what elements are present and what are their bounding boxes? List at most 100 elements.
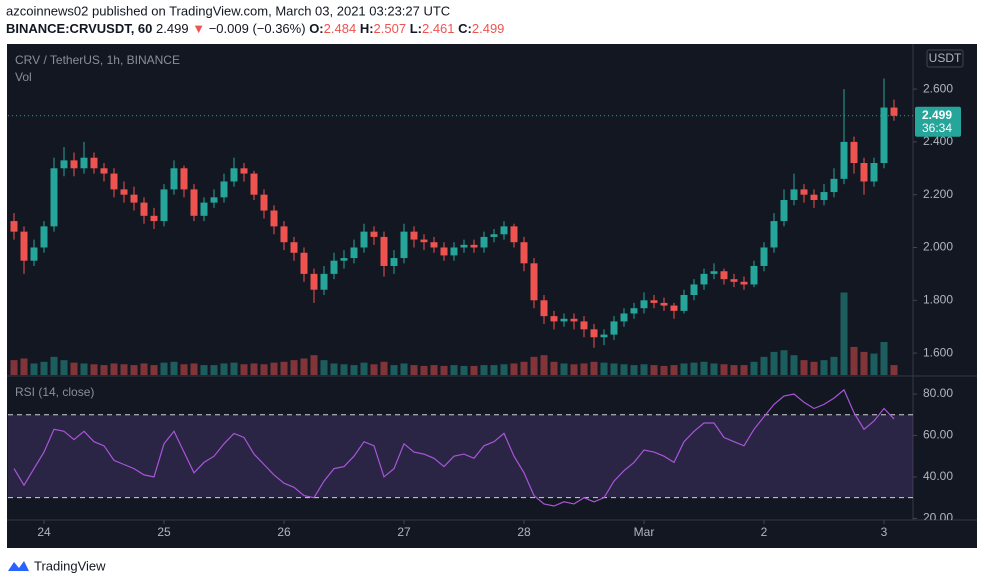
volume-bar (690, 362, 698, 375)
main-legend: CRV / TetherUS, 1h, BINANCE (15, 53, 180, 67)
high-label: H: (360, 21, 374, 36)
volume-bar (390, 365, 398, 375)
volume-bar (840, 292, 848, 375)
candle-body (360, 231, 368, 248)
candle-body (210, 197, 218, 203)
volume-bar (710, 363, 718, 375)
rsi-legend: RSI (14, close) (15, 385, 94, 399)
y-tick-label: 80.00 (923, 386, 953, 400)
volume-bar (160, 362, 168, 375)
candle-body (350, 247, 358, 259)
y-tick-label: 1.600 (923, 345, 953, 359)
volume-bar (820, 360, 828, 375)
candle-body (310, 273, 318, 290)
last-price-box (915, 106, 961, 137)
x-tick-label: 26 (277, 525, 291, 539)
volume-bar (880, 342, 888, 375)
candle-body (250, 173, 258, 195)
volume-bar (750, 361, 758, 375)
volume-bar (810, 361, 818, 375)
symbol-line: BINANCE:CRVUSDT, 60 2.499 ▼ −0.009 (−0.3… (6, 21, 504, 36)
candle-body (450, 247, 458, 256)
volume-bar (470, 365, 478, 375)
volume-bar (850, 346, 858, 375)
volume-bar (340, 364, 348, 375)
candle-body (370, 231, 378, 237)
volume-bar (570, 364, 578, 375)
candle-body (80, 157, 88, 169)
candle-body (730, 279, 738, 282)
candle-body (380, 236, 388, 266)
candle-body (710, 271, 718, 274)
candle-body (770, 221, 778, 248)
volume-bar (510, 363, 518, 375)
volume-bar (580, 363, 588, 375)
x-tick-label: 2 (761, 525, 768, 539)
candle-body (340, 258, 348, 261)
symbol: BINANCE:CRVUSDT, 60 (6, 21, 152, 36)
candle-body (400, 231, 408, 259)
volume-bar (760, 356, 768, 375)
volume-bar (420, 365, 428, 375)
candle-body (830, 178, 838, 193)
unit-box[interactable] (926, 49, 964, 68)
volume-bar (600, 362, 608, 375)
volume-bar (660, 365, 668, 375)
candle-body (560, 318, 568, 322)
volume-bar (630, 365, 638, 375)
y-tick-label: 2.200 (923, 187, 953, 201)
volume-bar (330, 363, 338, 375)
volume-bar (540, 355, 548, 375)
volume-bar (200, 365, 208, 375)
candle-body (860, 163, 868, 182)
candle-body (570, 318, 578, 322)
low-label: L: (410, 21, 422, 36)
candle-body (170, 168, 178, 190)
volume-bar (260, 364, 268, 375)
volume-bar (380, 361, 388, 375)
candle-body (50, 168, 58, 227)
change: −0.009 (−0.36%) (209, 21, 306, 36)
candle-body (680, 295, 688, 311)
volume-bar (800, 360, 808, 375)
volume-bar (290, 360, 298, 375)
candle-body (10, 221, 18, 232)
candle-body (740, 281, 748, 285)
volume-bar (350, 365, 358, 375)
rsi-band (8, 414, 913, 498)
volume-bar (180, 364, 188, 375)
rsi-line (13, 388, 895, 507)
x-tick-label: 24 (37, 525, 51, 539)
volume-bar (480, 365, 488, 375)
volume-bar (130, 365, 138, 375)
candle-body (410, 231, 418, 240)
candle-body (870, 163, 878, 182)
volume-bar (90, 364, 98, 375)
volume-bar (230, 362, 238, 375)
time-axis: 24 25 26 27 28 Mar 2 3 (37, 520, 888, 539)
candle-body (70, 160, 78, 169)
candle-body (890, 107, 898, 116)
candle-body (580, 321, 588, 330)
volume-bar (60, 360, 68, 375)
candle-body (490, 234, 498, 237)
candle-body (160, 189, 168, 222)
candle-body (620, 313, 628, 322)
open-value: 2.484 (324, 21, 357, 36)
candle-body (820, 192, 828, 200)
volume-bar (490, 365, 498, 375)
candle-body (120, 189, 128, 195)
candle-body (440, 247, 448, 256)
volume-bar (430, 365, 438, 375)
volume-bar (680, 363, 688, 375)
volume-bar (80, 363, 88, 375)
volume-bar (50, 356, 58, 375)
volume-bar (700, 361, 708, 375)
high-value: 2.507 (374, 21, 407, 36)
volume-bar (300, 358, 308, 375)
candle-body (260, 194, 268, 211)
candle-body (530, 263, 538, 301)
candle-body (850, 141, 858, 164)
chart-background (7, 44, 977, 548)
